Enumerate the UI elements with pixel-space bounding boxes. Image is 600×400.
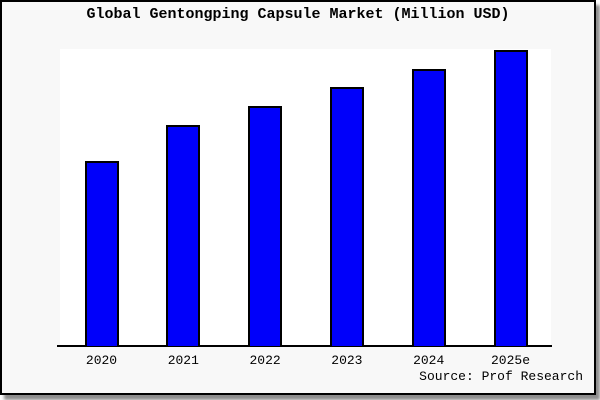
- x-tick-label-2022: 2022: [249, 353, 281, 368]
- bar-2025e: [493, 50, 528, 346]
- x-tick-label-2023: 2023: [331, 353, 363, 368]
- bar-2020: [84, 161, 119, 346]
- bar-2023: [329, 87, 364, 346]
- x-tick-label-2021: 2021: [167, 353, 199, 368]
- plot-area: [60, 49, 551, 346]
- bar-2024: [411, 69, 446, 346]
- x-axis-line: [57, 345, 552, 347]
- x-tick-label-2020: 2020: [85, 353, 118, 368]
- x-tick-label-2025e: 2025e: [490, 353, 530, 368]
- x-tick-label-2024: 2024: [413, 353, 445, 368]
- bar-2021: [166, 125, 201, 346]
- chart-title: Global Gentongping Capsule Market (Milli…: [86, 6, 510, 23]
- bar-2022: [248, 106, 283, 346]
- source-note: Source: Prof Research: [419, 369, 583, 384]
